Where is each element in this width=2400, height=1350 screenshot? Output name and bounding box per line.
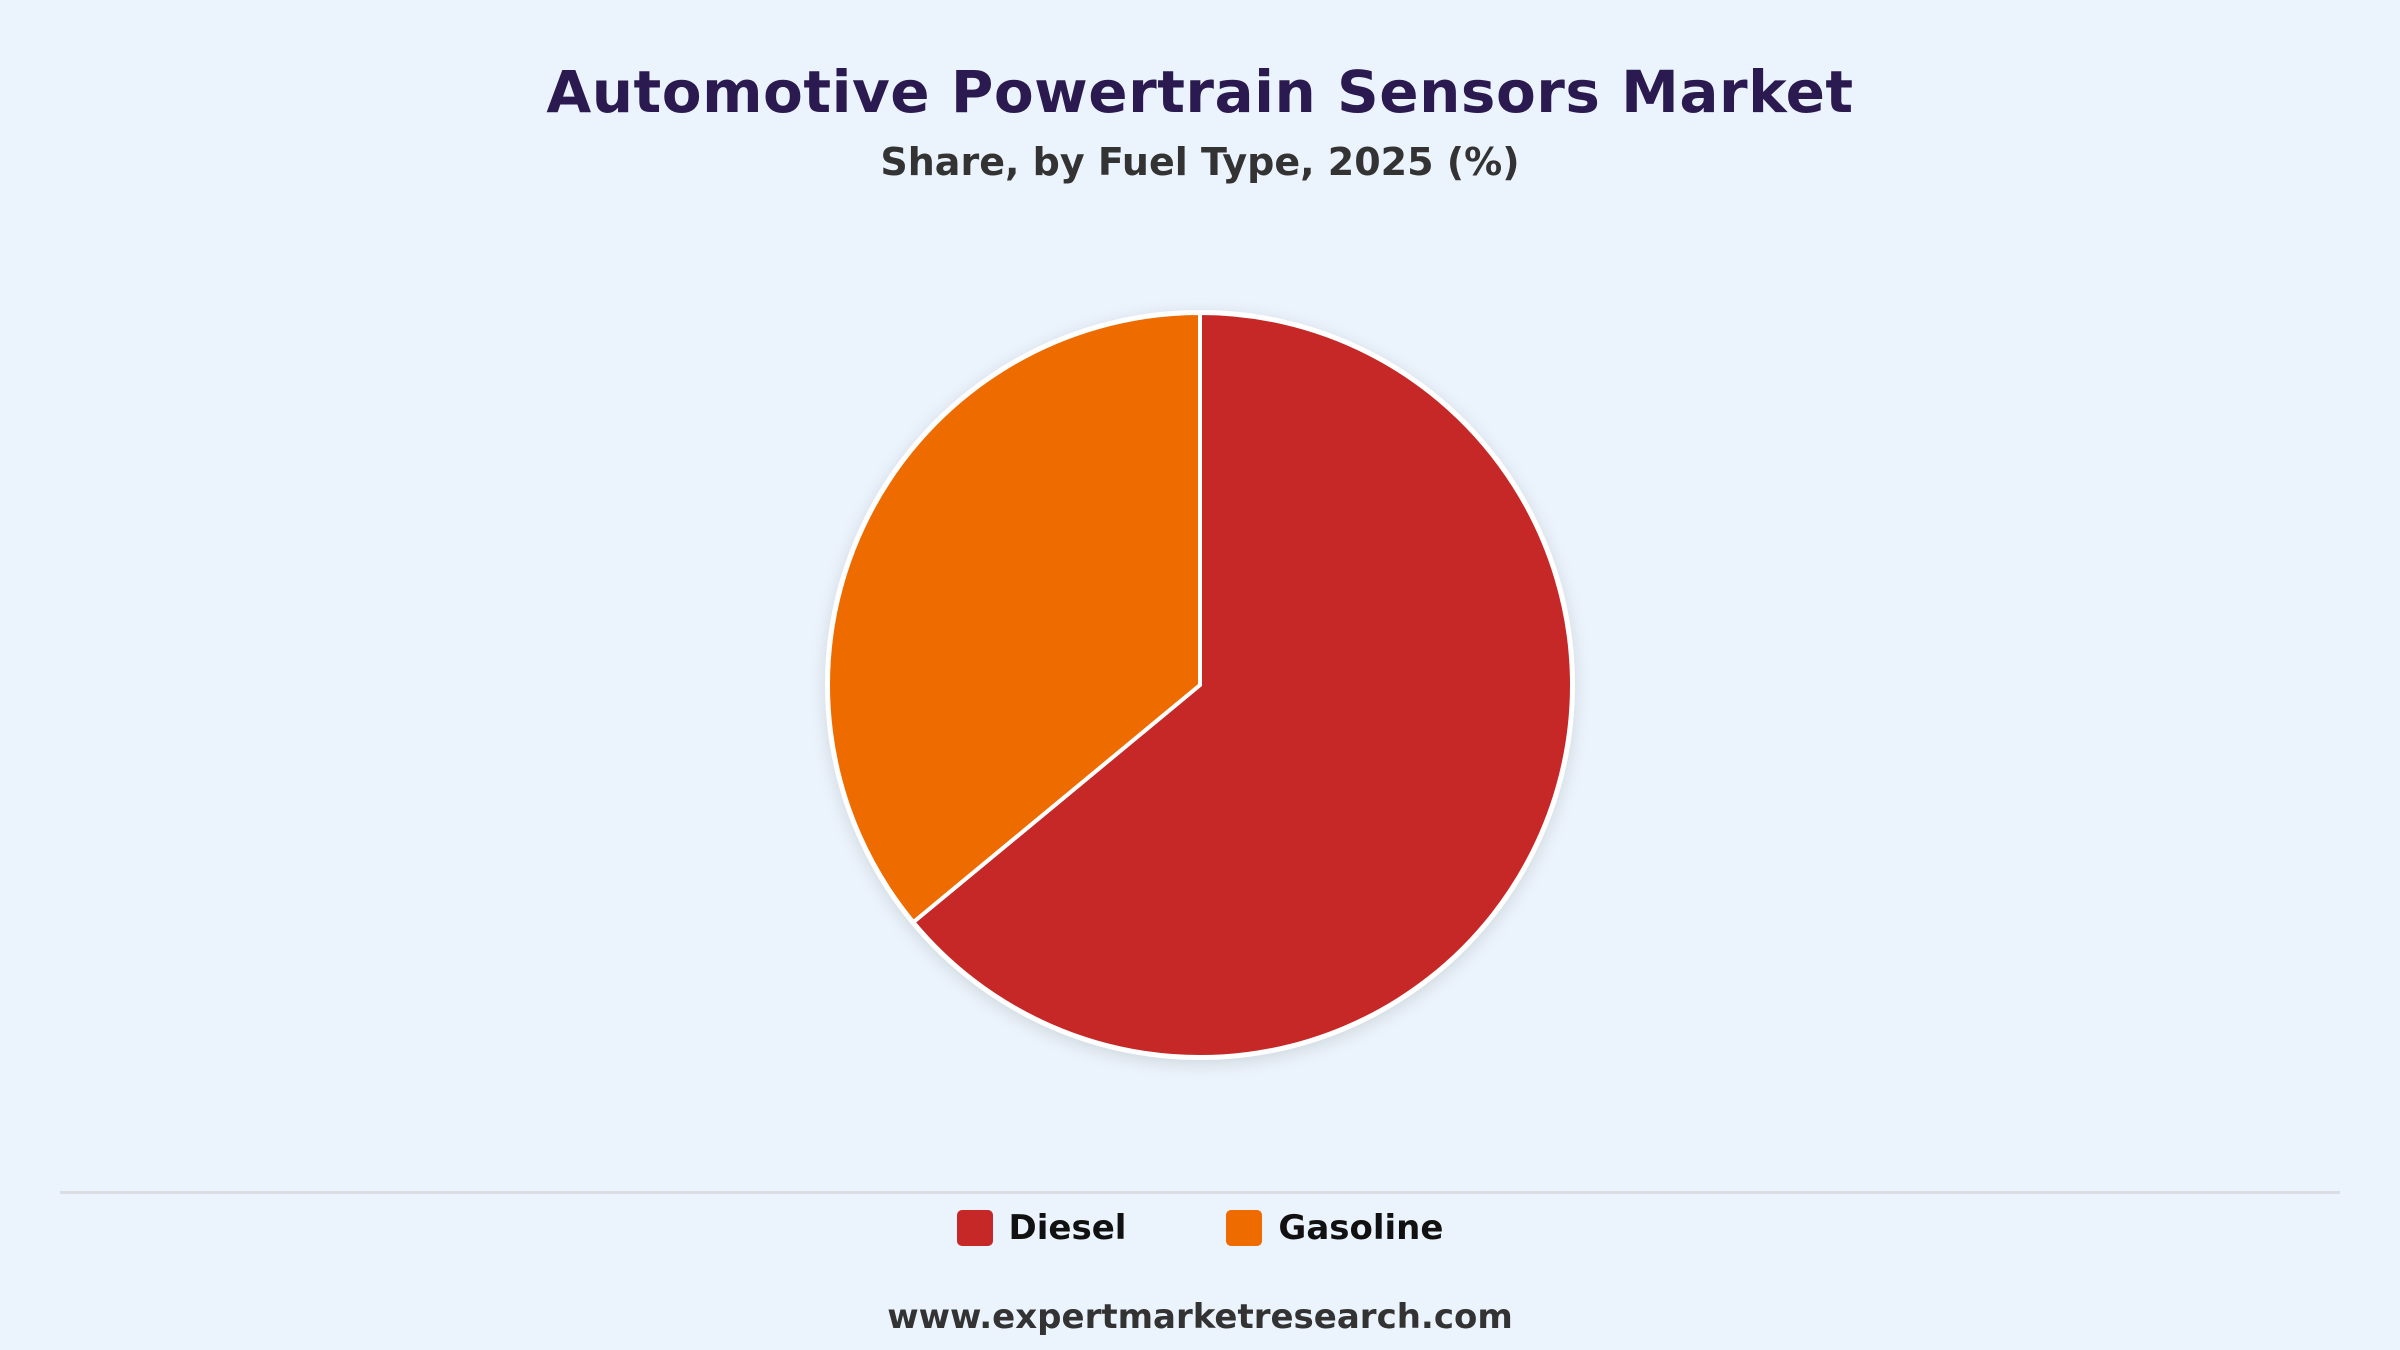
legend-item-gasoline[interactable]: Gasoline [1226,1208,1443,1248]
legend-item-diesel[interactable]: Diesel [956,1208,1127,1248]
source-url[interactable]: www.expertmarketresearch.com [887,1297,1513,1337]
legend-divider [60,1191,2340,1194]
pie-slices [826,311,1574,1059]
legend: Diesel Gasoline [0,1208,2400,1248]
legend-label-diesel: Diesel [1008,1208,1127,1248]
pie-slice-gasoline[interactable] [826,311,1202,925]
pie-slice-diesel[interactable] [911,311,1574,1059]
legend-swatch-diesel [956,1210,993,1246]
legend-label-gasoline: Gasoline [1278,1208,1444,1248]
chart-title: Automotive Powertrain Sensors Market [546,58,1854,126]
legend-swatch-gasoline [1226,1210,1263,1246]
chart-subtitle: Share, by Fuel Type, 2025 (%) [880,140,1520,184]
